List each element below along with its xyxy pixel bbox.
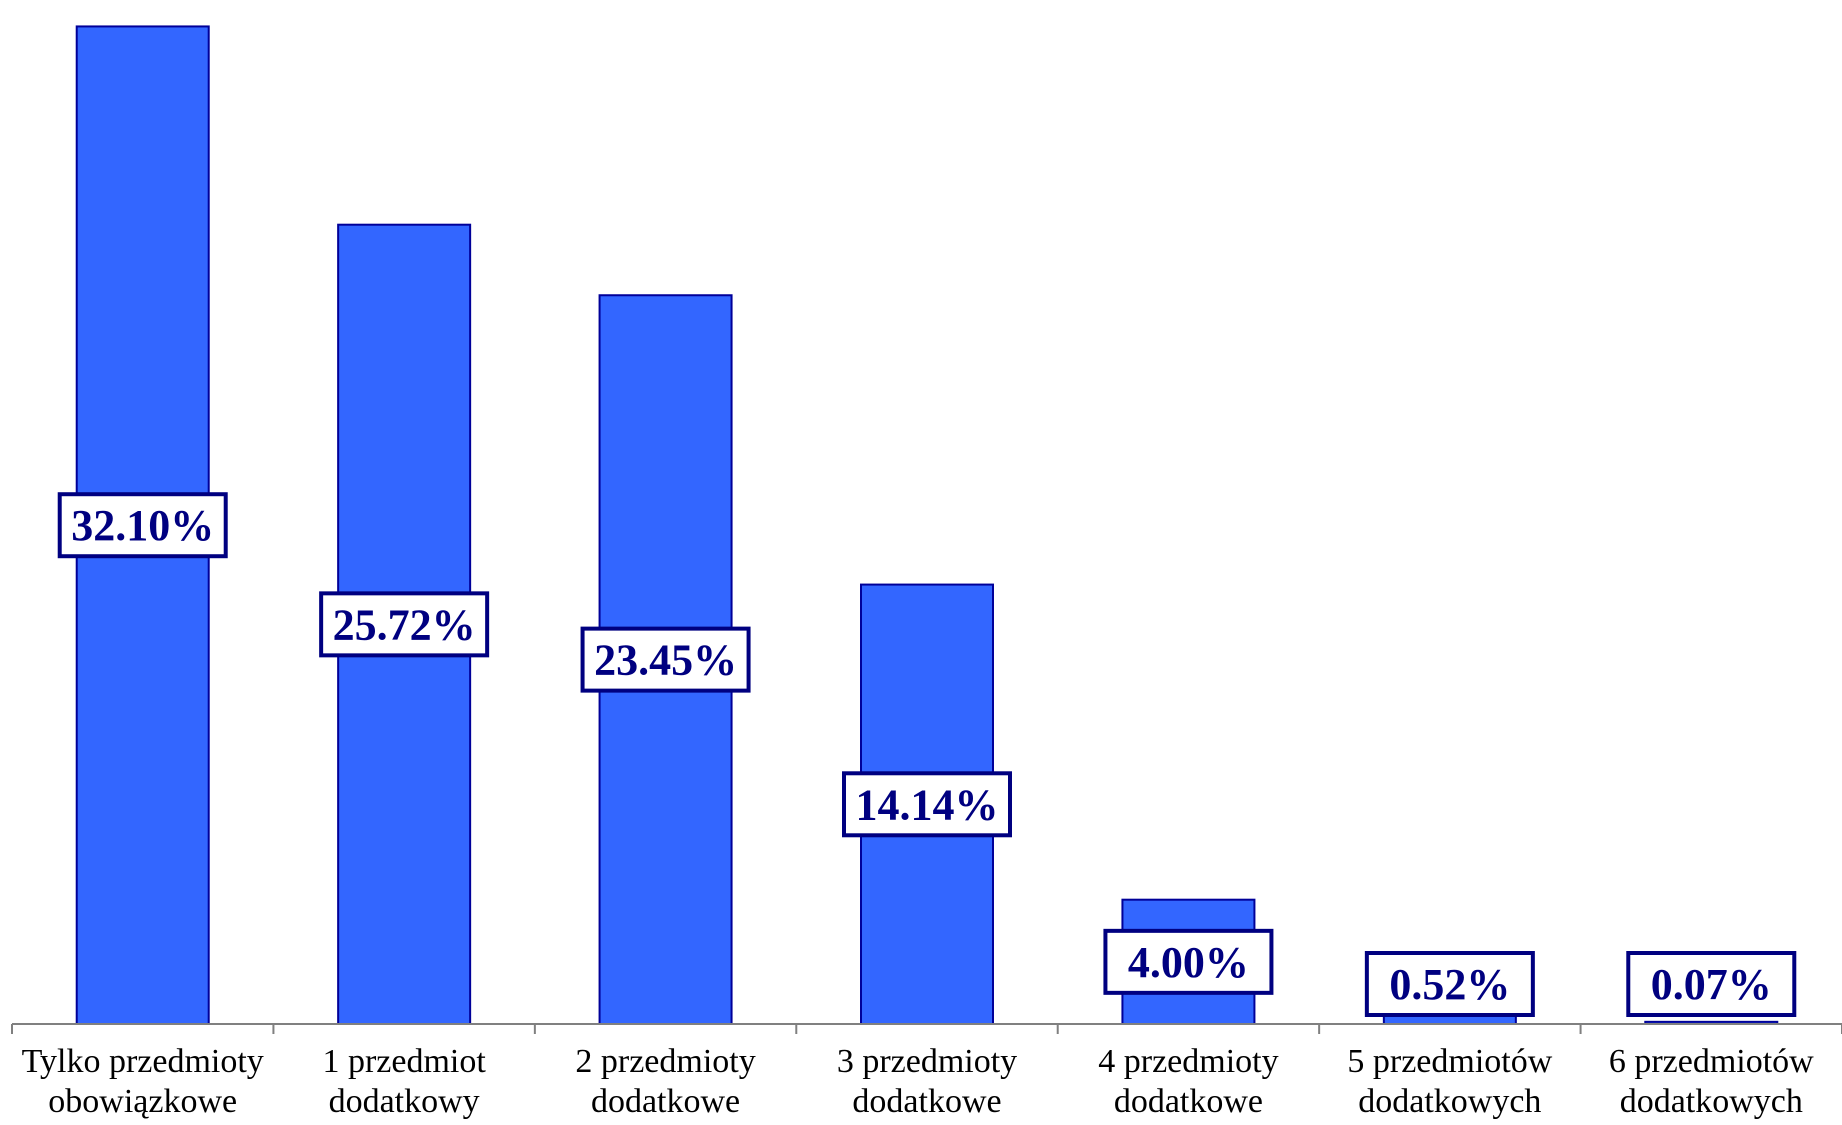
data-label-box bbox=[1364, 951, 1535, 1017]
data-label: 0.07% bbox=[1626, 951, 1797, 1017]
data-label: 4.00% bbox=[1103, 928, 1274, 995]
data-label-box bbox=[319, 591, 490, 658]
category-label-line: Tylko przedmioty bbox=[22, 1043, 264, 1080]
data-label-box bbox=[1103, 928, 1274, 995]
data-label-text: 0.52% bbox=[1389, 960, 1510, 1009]
data-label-text: 14.14% bbox=[856, 780, 999, 829]
data-label-box bbox=[580, 626, 751, 693]
category-label: 3 przedmioty dodatkowe bbox=[837, 1043, 1017, 1120]
category-label-line: dodatkowe bbox=[591, 1083, 740, 1120]
category-label-line: 6 przedmiotów bbox=[1609, 1043, 1814, 1080]
category-label-line: 4 przedmioty bbox=[1098, 1043, 1278, 1080]
category-label-line: dodatkowy bbox=[329, 1083, 480, 1120]
data-labels-group: 32.10% 25.72% 23.45% 14.14% 4.00% 0.52% 0.07% bbox=[57, 492, 1797, 1017]
category-label-line: dodatkowych bbox=[1620, 1083, 1803, 1120]
data-label-text: 0.07% bbox=[1651, 960, 1772, 1009]
data-label: 14.14% bbox=[842, 771, 1012, 838]
category-label-line: dodatkowych bbox=[1358, 1083, 1541, 1120]
x-axis-ticks bbox=[11, 1024, 1842, 1034]
data-label-text: 32.10% bbox=[71, 501, 214, 550]
data-label-text: 4.00% bbox=[1128, 938, 1249, 987]
data-label-text: 23.45% bbox=[594, 636, 737, 685]
category-label-line: 5 przedmiotów bbox=[1347, 1043, 1552, 1080]
bars-group bbox=[75, 25, 1779, 1026]
data-label-box bbox=[57, 492, 228, 559]
category-label-line: 2 przedmioty bbox=[575, 1043, 755, 1080]
category-label-line: 3 przedmioty bbox=[837, 1043, 1017, 1080]
category-label: 5 przedmiotów dodatkowych bbox=[1347, 1043, 1552, 1120]
category-label-line: dodatkowe bbox=[1114, 1083, 1263, 1120]
data-label-box bbox=[842, 771, 1012, 838]
category-label: Tylko przedmioty obowiązkowe bbox=[22, 1043, 264, 1120]
category-label: 6 przedmiotów dodatkowych bbox=[1609, 1043, 1814, 1120]
data-label: 25.72% bbox=[319, 591, 490, 658]
category-label-line: obowiązkowe bbox=[48, 1083, 237, 1120]
category-label-line: 1 przedmiot bbox=[322, 1043, 486, 1080]
category-label: 2 przedmioty dodatkowe bbox=[575, 1043, 755, 1120]
category-label: 1 przedmiot dodatkowy bbox=[322, 1043, 486, 1120]
category-label: 4 przedmioty dodatkowe bbox=[1098, 1043, 1278, 1120]
category-label-line: dodatkowe bbox=[852, 1083, 1001, 1120]
data-label-text: 25.72% bbox=[333, 600, 476, 649]
data-label: 32.10% bbox=[57, 492, 228, 559]
data-label-box bbox=[1626, 951, 1797, 1017]
data-label: 0.52% bbox=[1364, 951, 1535, 1017]
data-label: 23.45% bbox=[580, 626, 751, 693]
